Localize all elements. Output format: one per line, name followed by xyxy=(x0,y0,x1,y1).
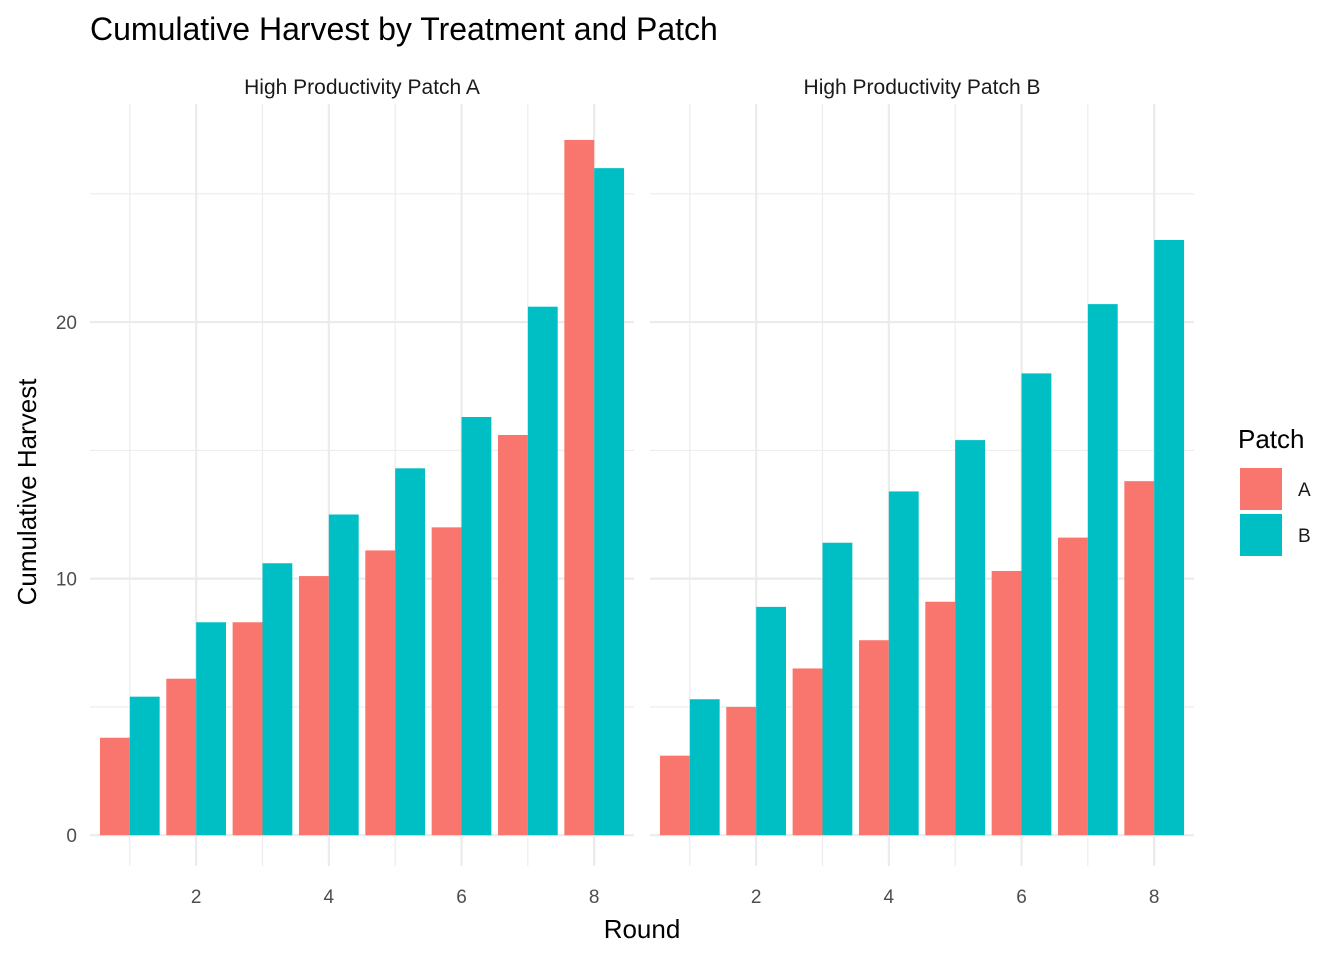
bar-a xyxy=(659,755,690,836)
chart-title: Cumulative Harvest by Treatment and Patc… xyxy=(90,11,718,47)
legend-label: B xyxy=(1298,526,1311,547)
bar-a xyxy=(99,737,130,836)
bar-b xyxy=(1021,373,1052,836)
bar-b xyxy=(955,440,986,836)
bar-a xyxy=(925,601,956,836)
bar-a xyxy=(1058,537,1088,836)
bar-b xyxy=(689,699,720,836)
bar-b xyxy=(594,168,625,836)
bar-b xyxy=(888,491,919,836)
legend-key-a xyxy=(1240,468,1282,510)
bar-a xyxy=(298,576,329,836)
bar-a xyxy=(991,570,1022,836)
facet-panel: High Productivity Patch A 2 4 6 8 0 10 20 xyxy=(56,76,634,908)
y-tick-label: 20 xyxy=(56,313,77,334)
x-tick-label: 4 xyxy=(884,887,895,908)
bar-a xyxy=(166,678,197,836)
bar-b xyxy=(129,696,160,836)
bar-b xyxy=(1154,239,1185,836)
bar-a xyxy=(564,139,595,836)
x-tick-label: 4 xyxy=(324,887,335,908)
bar-a xyxy=(1124,481,1155,836)
bar-b xyxy=(822,542,853,836)
bar-b xyxy=(262,563,293,836)
bar-b xyxy=(395,468,426,836)
legend-label: A xyxy=(1298,480,1311,501)
x-tick-label: 2 xyxy=(751,887,762,908)
bar-a xyxy=(431,527,462,836)
x-tick-label: 2 xyxy=(191,887,202,908)
bar-a xyxy=(858,640,889,836)
y-axis-title: Cumulative Harvest xyxy=(12,378,42,606)
x-tick-label: 6 xyxy=(1016,887,1027,908)
facet-label: High Productivity Patch A xyxy=(244,76,480,99)
bar-a xyxy=(792,668,823,836)
legend-items: AB xyxy=(1240,468,1311,556)
bar-a xyxy=(232,622,263,836)
bar-b xyxy=(328,514,359,836)
x-tick-label: 8 xyxy=(1149,887,1160,908)
bar-a xyxy=(498,434,528,836)
bar-b xyxy=(461,417,492,836)
legend-title: Patch xyxy=(1238,424,1305,454)
bar-b xyxy=(756,606,786,836)
legend: Patch AB xyxy=(1238,424,1311,556)
bar-a xyxy=(365,550,396,836)
bar-a xyxy=(726,706,757,836)
bar-b xyxy=(196,622,226,836)
x-tick-label: 8 xyxy=(589,887,600,908)
facet-label: High Productivity Patch B xyxy=(804,76,1041,99)
bar-b xyxy=(527,306,558,836)
y-tick-label: 0 xyxy=(66,826,77,847)
bar-b xyxy=(1087,304,1118,836)
x-tick-label: 6 xyxy=(456,887,467,908)
x-axis-title: Round xyxy=(604,914,681,944)
legend-key-b xyxy=(1240,514,1282,556)
facet-panel: High Productivity Patch B 2 4 6 8 xyxy=(650,76,1194,908)
y-tick-label: 10 xyxy=(56,570,77,591)
